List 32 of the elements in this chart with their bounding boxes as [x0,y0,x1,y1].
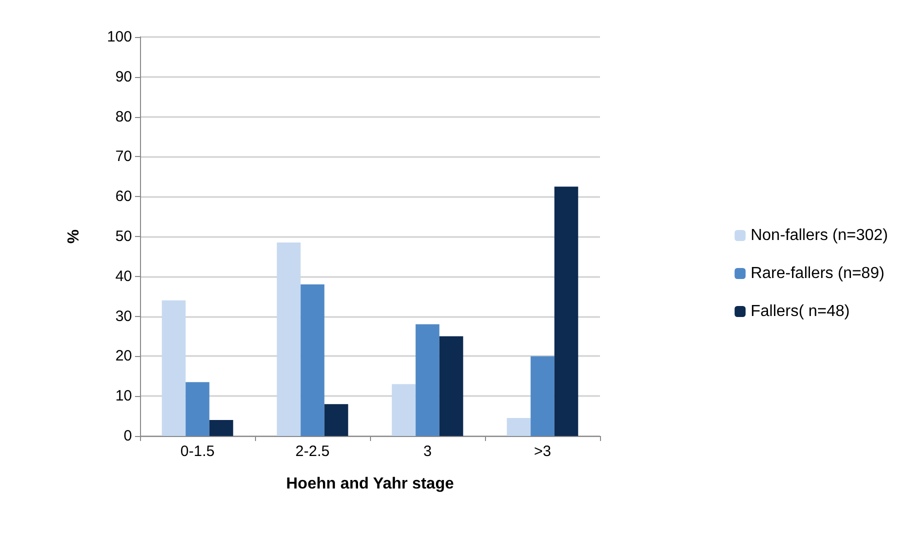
y-axis-title: % [66,229,82,244]
y-tick-label: 0 [124,428,132,444]
y-tick-label: 90 [115,68,132,86]
y-tick-label: 10 [115,388,132,405]
x-tick-label: 2-2.5 [295,443,330,460]
legend-label: Fallers( n=48) [750,303,850,320]
bar [209,420,234,436]
y-tick-label: 70 [115,148,132,166]
bar [554,186,578,436]
y-tick-label: 40 [115,268,132,285]
bar [162,300,186,436]
y-tick-label: 30 [115,308,132,325]
bar [276,242,301,436]
x-tick-label: 0-1.5 [180,443,215,460]
x-tick-label: 3 [423,443,432,460]
x-tick-label: >3 [534,443,552,460]
y-tick-label: 50 [115,228,132,245]
bar [530,356,554,436]
bar [439,336,464,436]
bar [300,284,324,436]
bar [324,404,348,436]
bar [186,382,210,436]
legend-label: Rare-fallers (n=89) [750,265,884,282]
bar [392,384,416,436]
y-tick-label: 20 [115,348,132,365]
legend-label: Non-fallers (n=302) [750,227,888,244]
bar [506,418,531,436]
y-tick-label: 100 [106,28,132,46]
y-tick-label: 60 [115,188,132,206]
bar [416,324,440,436]
x-axis-title: Hoehn and Yahr stage [286,476,454,492]
y-tick-label: 80 [115,108,132,126]
